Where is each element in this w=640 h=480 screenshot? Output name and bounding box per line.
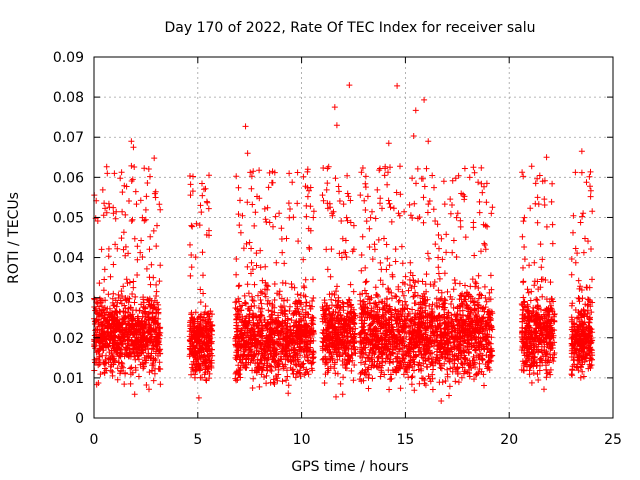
scatter-point-outlier	[421, 96, 428, 103]
scatter-point-outlier	[578, 148, 585, 155]
scatter-point-outlier	[466, 174, 473, 181]
scatter-point-outlier	[269, 168, 276, 175]
scatter-point-outlier	[381, 172, 388, 179]
scatter-point-outlier	[304, 166, 311, 173]
x-axis-title: GPS time / hours	[291, 459, 408, 475]
scatter-point-cloud	[91, 162, 596, 404]
plot-border	[93, 56, 614, 419]
y-tick-label: 0.03	[53, 291, 84, 307]
y-tick-label: 0.04	[53, 251, 84, 267]
scatter-point-outlier	[385, 140, 392, 147]
scatter-point-outlier	[394, 82, 401, 89]
y-tick-label: 0.07	[53, 130, 84, 146]
scatter-point-outlier	[128, 138, 135, 145]
scatter-point-outlier	[151, 155, 158, 162]
scatter-point-outlier	[244, 150, 251, 157]
scatter-point-outlier	[335, 188, 342, 195]
y-tick-label: 0.08	[53, 90, 84, 106]
y-axis-title: ROTI / TECUs	[6, 192, 22, 284]
y-tick-label: 0.05	[53, 210, 84, 226]
y-tick-label: 0.06	[53, 170, 84, 186]
chart-title: Day 170 of 2022, Rate Of TEC Index for r…	[164, 20, 535, 36]
x-tick-label: 0	[90, 432, 99, 448]
y-tick-label: 0.02	[53, 331, 84, 347]
scatter-point-outlier	[346, 82, 353, 89]
scatter-point-outlier	[242, 123, 249, 130]
scatter-point-outlier	[412, 107, 419, 114]
x-tick-label: 10	[293, 432, 311, 448]
scatter-point-outlier	[410, 133, 417, 140]
scatter-point-outlier	[543, 154, 550, 161]
grid-lines	[94, 57, 613, 418]
y-tick-label: 0.01	[53, 371, 84, 387]
data-points	[91, 82, 596, 404]
x-tick-label: 20	[500, 432, 518, 448]
scatter-point-outlier	[130, 144, 137, 151]
y-axis-ticks: 0 0.01 0.02 0.03 0.04 0.05 0.06 0.07 0.08 0.09	[53, 50, 613, 427]
x-tick-label: 15	[396, 432, 414, 448]
x-tick-label: 5	[193, 432, 202, 448]
x-axis-ticks: 0 5 10 15 20 25	[90, 57, 622, 448]
scatter-point-outlier	[425, 138, 432, 145]
y-tick-label: 0	[75, 411, 84, 427]
scatter-point-outlier	[286, 170, 293, 177]
y-tick-label: 0.09	[53, 50, 84, 66]
scatter-point-outlier	[331, 104, 338, 111]
x-tick-label: 25	[604, 432, 622, 448]
scatter-point-outlier	[333, 122, 340, 129]
